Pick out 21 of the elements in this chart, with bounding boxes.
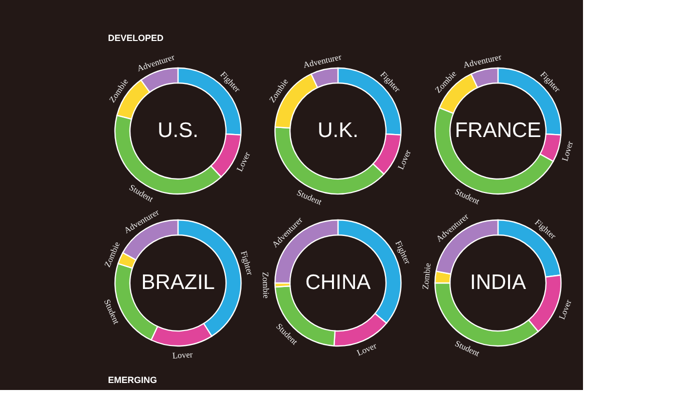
slice-label: Lover [172,349,194,360]
text: EMERGING [108,375,158,385]
text: DEVELOPED [108,33,164,43]
slice-label: Lover [560,140,575,162]
slice-label: Lover [556,298,574,321]
slice-label: Adventurer [462,52,502,70]
slice-label: Zombie [420,262,433,290]
text: INDIA [470,271,526,294]
slice-label: Fighter [238,250,256,276]
slice-label: Lover [395,148,413,171]
text: BRAZIL [141,271,215,294]
slice-label: Lover [355,340,378,358]
slice-label: Student [102,298,122,326]
text: U.K. [318,119,358,142]
text: CHINA [305,271,371,294]
text: U.S. [158,119,198,142]
slice-label: Adventurer [302,52,342,70]
slice-label: Lover [234,150,252,173]
text: FRANCE [454,119,542,142]
slice-label: Zombie [260,272,272,299]
slice-label: Fighter [393,239,413,266]
